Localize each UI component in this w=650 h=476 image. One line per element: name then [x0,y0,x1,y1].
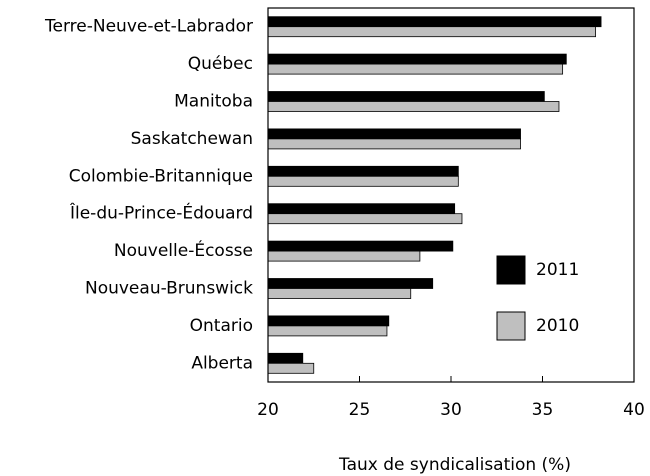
y-tick-label: Québec [188,54,253,74]
y-tick-label: Nouveau-Brunswick [85,279,253,299]
bar [267,175,459,187]
bar [267,53,567,65]
bar [267,203,456,215]
legend-swatch [496,255,526,285]
bar [267,325,388,337]
bar [267,278,434,289]
plot-frame [267,7,635,383]
bar [267,91,545,102]
bar [267,362,315,374]
legend-label: 2010 [536,316,579,336]
bar [267,352,304,364]
y-tick-label: Alberta [191,353,253,373]
legend-swatch [496,311,526,341]
x-tick-label: 20 [257,400,279,420]
x-tick-label: 35 [532,400,554,420]
y-tick-label: Nouvelle-Écosse [114,239,253,261]
bar [267,165,459,177]
y-tick-label: Saskatchewan [131,129,253,149]
bar [267,101,560,112]
bar [267,288,412,299]
y-tick-label: Colombie-Britannique [69,166,253,186]
x-axis-label: Taux de syndicalisation (%) [338,455,571,475]
x-tick-label: 25 [349,400,371,420]
bar [267,250,421,262]
y-tick-label: Terre-Neuve-et-Labrador [44,17,253,37]
y-tick-label: Manitoba [174,92,253,112]
legend-label: 2011 [536,260,579,280]
bar [267,16,602,28]
x-tick-label: 30 [440,400,462,420]
bar [267,315,390,327]
y-tick-label: Ontario [190,316,253,336]
bar [267,128,521,140]
bar [267,213,463,225]
bar [267,26,596,38]
bar [267,63,564,75]
y-tick-label: Île-du-Prince-Édouard [69,202,253,224]
x-tick-label: 40 [623,400,645,420]
bar [267,138,521,150]
bar [267,240,454,252]
